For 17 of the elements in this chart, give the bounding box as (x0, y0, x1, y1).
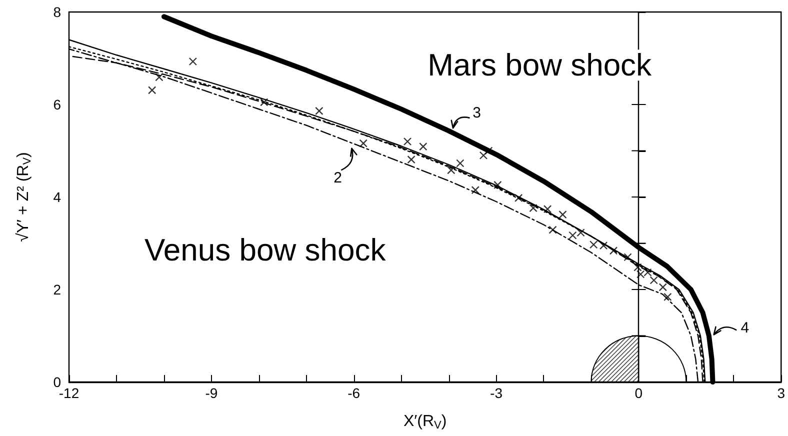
y-axis-title: √Y′ + Z² (RV) (15, 152, 34, 242)
x-tick-label: 3 (777, 385, 786, 401)
x-tick-label: 0 (634, 385, 643, 401)
annotation: 2 (334, 170, 342, 187)
y-tick-label: 2 (53, 282, 62, 298)
annotation: Venus bow shock (144, 232, 386, 268)
x-tick-label: -12 (58, 385, 80, 401)
annotation: 4 (740, 320, 750, 337)
annotation: 3 (472, 104, 482, 122)
annotation: Mars bow shock (428, 48, 652, 83)
y-tick-label: 0 (53, 374, 62, 390)
x-tick-label: -9 (205, 385, 218, 401)
y-tick-label: 8 (53, 4, 62, 20)
y-tick-label: 4 (53, 189, 62, 205)
x-tick-label: -6 (348, 385, 360, 401)
x-tick-label: -3 (490, 385, 503, 401)
y-tick-label: 6 (53, 96, 62, 112)
